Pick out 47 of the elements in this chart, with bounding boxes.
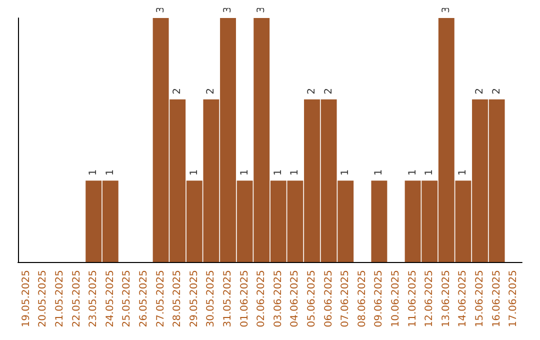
x-tick-label: 27.05.2025 [155, 270, 166, 328]
x-tick-label: 16.06.2025 [491, 270, 502, 328]
x-tick-label: 28.05.2025 [172, 270, 184, 328]
data-label: 2 [306, 88, 318, 94]
x-tick-label: 20.05.2025 [38, 270, 49, 328]
data-label: 1 [340, 169, 352, 176]
x-tick-label: 24.05.2025 [104, 270, 116, 328]
x-tick-label: 09.06.2025 [374, 270, 385, 328]
x-tick-label: 26.05.2025 [138, 270, 150, 328]
data-label: 2 [491, 88, 502, 94]
data-label: 1 [374, 169, 385, 176]
data-label: 1 [188, 169, 200, 176]
data-label: 1 [458, 169, 469, 176]
x-tick-label: 13.06.2025 [440, 270, 452, 328]
x-tick-label: 25.05.2025 [122, 270, 133, 328]
x-tick-label: 14.06.2025 [458, 270, 469, 328]
data-label: 1 [104, 169, 116, 176]
data-label: 1 [290, 169, 301, 176]
x-tick-label: 15.06.2025 [474, 270, 486, 328]
x-tick-label: 19.05.2025 [20, 270, 32, 328]
x-tick-label: 31.05.2025 [222, 270, 234, 328]
data-label: 2 [172, 88, 184, 94]
x-tick-label: 10.06.2025 [390, 270, 402, 328]
x-tick-label: 21.05.2025 [54, 270, 66, 328]
x-tick-label: 12.06.2025 [424, 270, 436, 328]
x-tick-label: 23.05.2025 [88, 270, 100, 328]
x-tick-label: 11.06.2025 [407, 270, 418, 328]
data-label: 1 [88, 169, 100, 176]
x-tick-label: 30.05.2025 [206, 270, 217, 328]
x-tick-label: 01.06.2025 [239, 270, 250, 328]
x-tick-label: 17.06.2025 [508, 270, 520, 328]
data-label: 1 [239, 169, 250, 176]
data-label: 1 [424, 169, 436, 176]
data-label: 1 [272, 169, 284, 176]
x-tick-label: 29.05.2025 [188, 270, 200, 328]
x-tick-label: 04.06.2025 [290, 270, 301, 328]
x-tick-label: 02.06.2025 [256, 270, 268, 328]
x-tick-label: 22.05.2025 [71, 270, 82, 328]
x-tick-label: 07.06.2025 [340, 270, 352, 328]
data-label: 1 [407, 169, 418, 176]
x-tick-label: 06.06.2025 [323, 270, 334, 328]
data-label: 2 [206, 88, 217, 94]
data-label: 2 [323, 88, 334, 94]
x-tick-label: 05.06.2025 [306, 270, 318, 328]
x-tick-label: 03.06.2025 [272, 270, 284, 328]
data-label: 2 [474, 88, 486, 94]
x-tick-label: 08.06.2025 [356, 270, 368, 328]
